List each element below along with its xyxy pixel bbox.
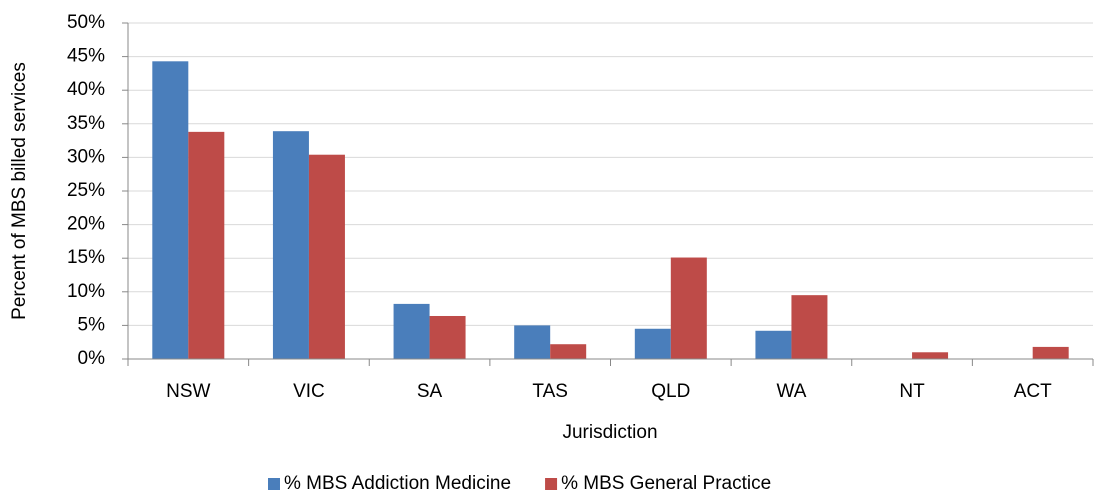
bar <box>1032 346 1069 359</box>
x-axis-title: Jurisdiction <box>562 422 657 443</box>
x-tick-label: WA <box>776 381 806 402</box>
bar <box>791 295 828 359</box>
y-tick-label: 0% <box>78 348 106 369</box>
y-tick-label: 5% <box>78 314 106 335</box>
bar <box>634 328 671 359</box>
x-tick-label: SA <box>417 381 443 402</box>
bar <box>308 154 345 359</box>
bar <box>514 325 551 359</box>
y-tick-label: 20% <box>67 214 105 235</box>
x-tick-label: NT <box>899 381 925 402</box>
bar <box>670 257 707 359</box>
y-tick-label: 40% <box>67 79 105 100</box>
bar <box>152 61 189 359</box>
bar <box>429 315 466 359</box>
x-tick-label: TAS <box>532 381 568 402</box>
y-tick-label: 25% <box>67 180 105 201</box>
x-tick-label: ACT <box>1014 381 1052 402</box>
legend-swatch <box>545 478 558 490</box>
x-tick-label: NSW <box>166 381 210 402</box>
y-tick-label: 35% <box>67 113 105 134</box>
y-tick-label: 50% <box>67 12 105 33</box>
legend-label: % MBS Addiction Medicine <box>284 473 511 494</box>
y-tick-label: 45% <box>67 46 105 67</box>
y-axis-title: Percent of MBS billed services <box>9 62 30 320</box>
bar <box>755 330 792 359</box>
x-tick-label: VIC <box>293 381 325 402</box>
legend-swatch <box>268 478 280 490</box>
y-tick-label: 30% <box>67 146 105 167</box>
bar <box>188 131 225 359</box>
x-tick-label: QLD <box>651 381 690 402</box>
y-tick-label: 15% <box>67 247 105 268</box>
y-tick-label: 10% <box>67 281 105 302</box>
bar <box>550 344 587 359</box>
bar <box>272 131 309 359</box>
bar <box>393 303 430 359</box>
legend-label: % MBS General Practice <box>561 473 771 494</box>
bar <box>912 352 949 359</box>
